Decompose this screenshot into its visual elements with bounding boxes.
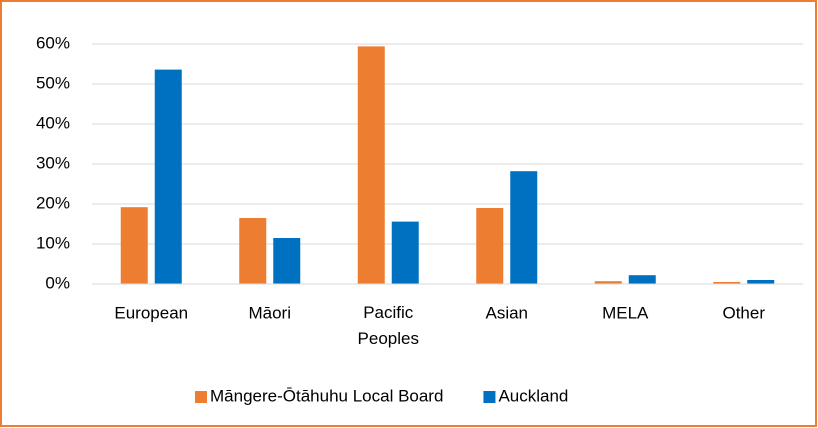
y-tick-label: 60% [36, 33, 70, 52]
legend-label: Māngere-Ōtāhuhu Local Board [210, 386, 443, 405]
x-tick-label: MELA [602, 303, 649, 322]
y-tick-label: 10% [36, 233, 70, 252]
bar [357, 46, 385, 285]
x-tick-label: Other [722, 303, 765, 322]
bar [120, 207, 148, 284]
bar [239, 218, 267, 284]
bar [510, 171, 538, 284]
bar [594, 281, 622, 284]
y-tick-label: 0% [45, 273, 70, 292]
x-tick-label: Pacific Peoples [358, 303, 419, 348]
y-tick-label: 30% [36, 153, 70, 172]
bar [476, 208, 504, 284]
legend-swatch [195, 391, 207, 403]
bar [273, 238, 301, 284]
bar [713, 282, 741, 284]
y-tick-label: 50% [36, 73, 70, 92]
x-tick-label: Asian [485, 303, 528, 322]
bar [628, 275, 656, 284]
x-tick-label: European [114, 303, 188, 322]
y-tick-label: 40% [36, 113, 70, 132]
bar [154, 69, 182, 284]
bar [747, 280, 775, 284]
legend-label: Auckland [498, 386, 568, 405]
x-tick-label: Māori [248, 303, 291, 322]
y-tick-label: 20% [36, 193, 70, 212]
bar [391, 221, 419, 284]
legend-swatch [483, 391, 496, 403]
